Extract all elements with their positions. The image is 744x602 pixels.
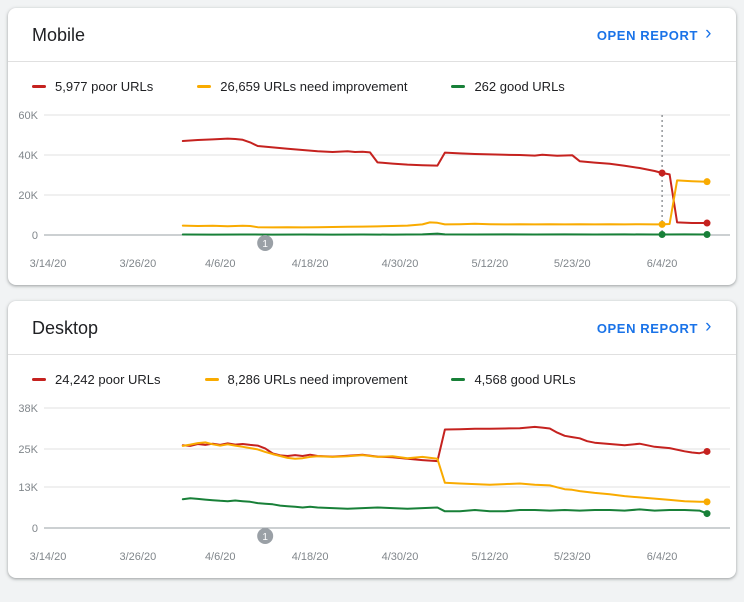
chevron-right-icon: › [705,316,712,337]
svg-text:13K: 13K [18,482,38,494]
desktop-card-header: Desktop OPEN REPORT › [8,301,736,355]
mobile-card-header: Mobile OPEN REPORT › [8,8,736,62]
legend-item-poor: 24,242 poor URLs [32,372,161,387]
chevron-right-icon: › [705,23,712,44]
mobile-legend: 5,977 poor URLs 26,659 URLs need improve… [8,62,736,103]
legend-item-good: 262 good URLs [451,79,565,94]
svg-text:3/14/20: 3/14/20 [30,258,67,270]
svg-text:4/18/20: 4/18/20 [292,551,329,563]
svg-text:60K: 60K [18,110,38,122]
svg-text:38K: 38K [18,403,38,415]
legend-label-poor: 5,977 poor URLs [55,79,154,94]
svg-text:1: 1 [262,239,268,250]
svg-text:5/23/20: 5/23/20 [554,551,591,563]
svg-text:3/26/20: 3/26/20 [120,258,157,270]
svg-text:0: 0 [32,523,38,535]
open-report-label: OPEN REPORT [596,27,699,43]
legend-item-needs-improvement: 26,659 URLs need improvement [197,79,407,94]
desktop-legend: 24,242 poor URLs 8,286 URLs need improve… [8,355,736,396]
open-report-link-desktop[interactable]: OPEN REPORT › [596,316,712,337]
svg-text:4/6/20: 4/6/20 [205,551,236,563]
legend-label-good: 262 good URLs [474,79,565,94]
open-report-label: OPEN REPORT [596,320,699,336]
legend-label-needs-improvement: 8,286 URLs need improvement [227,372,408,387]
svg-text:25K: 25K [18,444,38,456]
svg-text:1: 1 [262,532,268,543]
legend-label-poor: 24,242 poor URLs [55,372,161,387]
legend-swatch-needs-improvement-icon [197,85,212,88]
svg-text:6/4/20: 6/4/20 [647,258,678,270]
page-title-desktop: Desktop [32,318,99,338]
page-title-mobile: Mobile [32,25,86,45]
svg-text:3/26/20: 3/26/20 [120,551,157,563]
svg-text:4/18/20: 4/18/20 [292,258,329,270]
svg-text:40K: 40K [18,150,38,162]
svg-text:3/14/20: 3/14/20 [30,551,67,563]
svg-text:5/23/20: 5/23/20 [554,258,591,270]
legend-item-poor: 5,977 poor URLs [32,79,153,94]
svg-text:5/12/20: 5/12/20 [471,258,508,270]
desktop-card: Desktop OPEN REPORT › 24,242 poor URLs 8… [8,301,736,578]
legend-swatch-poor-icon [32,85,46,88]
svg-text:4/6/20: 4/6/20 [205,258,236,270]
svg-text:0: 0 [32,230,38,242]
legend-label-needs-improvement: 26,659 URLs need improvement [220,79,408,94]
legend-swatch-needs-improvement-icon [204,378,219,381]
legend-swatch-good-icon [451,378,466,381]
svg-text:4/30/20: 4/30/20 [382,551,419,563]
desktop-chart[interactable]: 0 13K 25K 38K 3/14/20 3/26/20 4/6/20 4/18/20 4/3… [8,396,736,578]
legend-item-good: 4,568 good URLs [451,372,576,387]
svg-text:20K: 20K [18,190,38,202]
legend-swatch-poor-icon [32,378,46,381]
svg-text:6/4/20: 6/4/20 [647,551,678,563]
legend-swatch-good-icon [451,85,466,88]
open-report-link-mobile[interactable]: OPEN REPORT › [596,23,712,44]
legend-item-needs-improvement: 8,286 URLs need improvement [204,372,408,387]
mobile-chart[interactable]: 0 20K 40K 60K 3/14/20 3/26/20 4/6/20 4/18/20 4/3… [8,103,736,285]
svg-text:4/30/20: 4/30/20 [382,258,419,270]
mobile-card: Mobile OPEN REPORT › 5,977 poor URLs 26,… [8,8,736,285]
legend-label-good: 4,568 good URLs [474,372,576,387]
svg-text:5/12/20: 5/12/20 [471,551,508,563]
